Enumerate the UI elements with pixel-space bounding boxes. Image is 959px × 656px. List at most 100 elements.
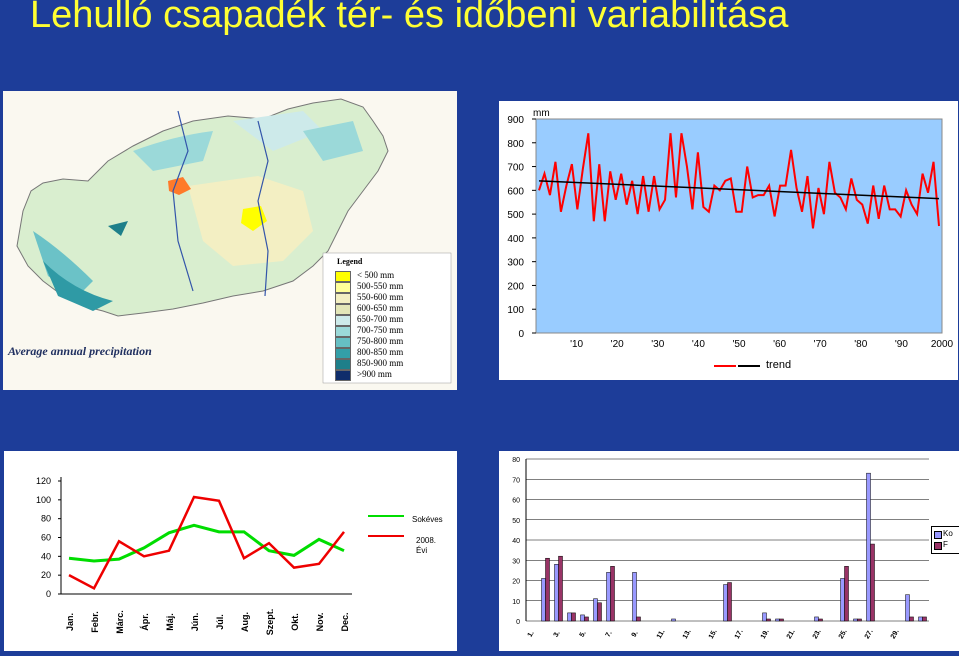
map-legend-item: 700-750 mm: [335, 325, 445, 337]
daily-bar: [593, 598, 598, 622]
map-legend-item: 850-900 mm: [335, 358, 445, 370]
map-legend-swatch: [335, 293, 351, 304]
daily-bar: [814, 616, 819, 622]
monthly-xtick-label: Febr.: [90, 611, 100, 633]
map-legend-swatch: [335, 359, 351, 370]
annual-series-line: [538, 133, 940, 229]
precipitation-map: [3, 91, 457, 390]
annual-ytick-label: 800: [507, 139, 524, 150]
map-legend-label: >900 mm: [357, 369, 392, 379]
map-legend-label: 700-750 mm: [357, 325, 404, 335]
monthly-xtick-label: Márc.: [115, 610, 125, 634]
monthly-ytick-label: 120: [36, 476, 51, 486]
annual-xtick-label: '80: [854, 339, 867, 350]
daily-xtick-label: 3.: [553, 630, 562, 639]
daily-ytick-label: 60: [512, 498, 520, 505]
annual-xtick-label: '90: [895, 339, 908, 350]
slide-title: Lehulló csapadék tér- és időbeni variabi…: [30, 0, 789, 36]
map-legend-swatch: [335, 282, 351, 293]
daily-ytick-label: 80: [512, 457, 520, 464]
map-legend-swatch: [335, 370, 351, 381]
daily-bar: [905, 594, 910, 622]
monthly-ytick-label: 20: [41, 570, 51, 580]
annual-ytick-label: 600: [507, 186, 524, 197]
annual-precipitation-chart: 900 800 700 600 500 400 300 200 100 0 '10 '20 '30 '40…: [507, 115, 953, 350]
monthly-xtick-label: Dec.: [340, 612, 350, 631]
monthly-xtick-label: Ápr.: [140, 613, 150, 631]
daily-bar: [866, 472, 871, 622]
daily-bar: [671, 618, 676, 622]
monthly-ytick-label: 60: [41, 533, 51, 543]
daily-xtick-label: 21.: [786, 628, 797, 640]
daily-bar: [554, 564, 559, 622]
daily-bar: [779, 618, 784, 622]
annual-trend-line: [538, 180, 940, 200]
daily-bar: [571, 612, 576, 622]
daily-bar: [606, 572, 611, 622]
daily-xtick-label: 17.: [734, 628, 745, 640]
annual-ytick-label: 700: [507, 163, 524, 174]
map-legend-item: >900 mm: [335, 369, 445, 381]
monthly-series-line: [68, 523, 345, 563]
annual-ytick-label: 500: [507, 210, 524, 221]
annual-precipitation-panel: 900 800 700 600 500 400 300 200 100 0 '10 '20 '30 '40…: [499, 101, 958, 380]
monthly-xtick-label: Máj.: [165, 613, 175, 631]
map-legend-swatch: [335, 304, 351, 315]
annual-legend-swatch: [714, 365, 760, 367]
daily-xtick-label: 29.: [890, 628, 901, 640]
daily-bar: [636, 616, 641, 622]
map-legend-item: 750-800 mm: [335, 336, 445, 348]
daily-ytick-label: 70: [512, 477, 520, 484]
monthly-xtick-label: Aug.: [240, 612, 250, 632]
daily-xtick-label: 11.: [656, 628, 667, 640]
annual-xtick-label: '10: [570, 339, 583, 350]
daily-bar: [597, 602, 602, 622]
daily-xtick-label: 9.: [631, 630, 640, 639]
daily-bar: [558, 555, 563, 622]
annual-ytick-label: 0: [518, 329, 524, 340]
map-legend-swatch: [335, 271, 351, 282]
daily-bar: [844, 566, 849, 622]
daily-bar: [567, 612, 572, 622]
annual-ytick-label: 200: [507, 281, 524, 292]
monthly-ytick-label: 0: [46, 589, 51, 599]
map-caption: Average annual precipitation: [8, 344, 152, 358]
annual-unit-label: mm: [533, 108, 550, 119]
daily-xtick-label: 27.: [864, 628, 875, 640]
daily-bar: [723, 584, 728, 622]
daily-bar: [762, 612, 767, 622]
daily-ytick-label: 10: [512, 599, 520, 606]
daily-xtick-label: 15.: [708, 628, 719, 640]
annual-xtick-label: '60: [773, 339, 786, 350]
monthly-legend-label-2: 2008. Évi: [416, 536, 437, 555]
monthly-precipitation-panel: 0 20 40 60 80 100 120 Jan. Febr. Márc. Ápr. Máj. Jún…: [4, 451, 457, 651]
annual-xtick-label: '50: [732, 339, 745, 350]
map-legend-label: 850-900 mm: [357, 358, 404, 368]
daily-xtick-label: 5.: [579, 630, 588, 639]
map-legend-label: < 500 mm: [357, 270, 395, 280]
monthly-ytick-label: 100: [36, 495, 51, 505]
daily-bar: [541, 578, 546, 622]
map-legend-label: 650-700 mm: [357, 314, 404, 324]
map-legend-item: 800-850 mm: [335, 347, 445, 359]
daily-legend: Ko F: [931, 526, 959, 554]
daily-bar: [922, 616, 927, 622]
monthly-legend-swatch-2: [368, 535, 404, 537]
map-legend-swatch: [335, 337, 351, 348]
annual-legend-trend-label: trend: [766, 359, 792, 371]
map-legend-swatch: [335, 326, 351, 337]
daily-bar: [632, 572, 637, 622]
monthly-xtick-label: Jún.: [190, 613, 200, 632]
map-legend-label: 500-550 mm: [357, 281, 404, 291]
daily-legend-swatch-2: [934, 542, 942, 550]
annual-ytick-label: 300: [507, 258, 524, 269]
daily-bar: [857, 618, 862, 622]
monthly-xtick-label: Szept.: [265, 609, 275, 636]
annual-legend-box: trend: [710, 357, 820, 375]
annual-plot-area: [535, 118, 943, 334]
daily-legend-label-2: F: [943, 540, 948, 549]
monthly-xtick-label: Júl.: [215, 614, 225, 630]
daily-bar: [584, 616, 589, 622]
monthly-xtick-label: Nov.: [315, 613, 325, 632]
map-legend-item: 500-550 mm: [335, 281, 445, 293]
